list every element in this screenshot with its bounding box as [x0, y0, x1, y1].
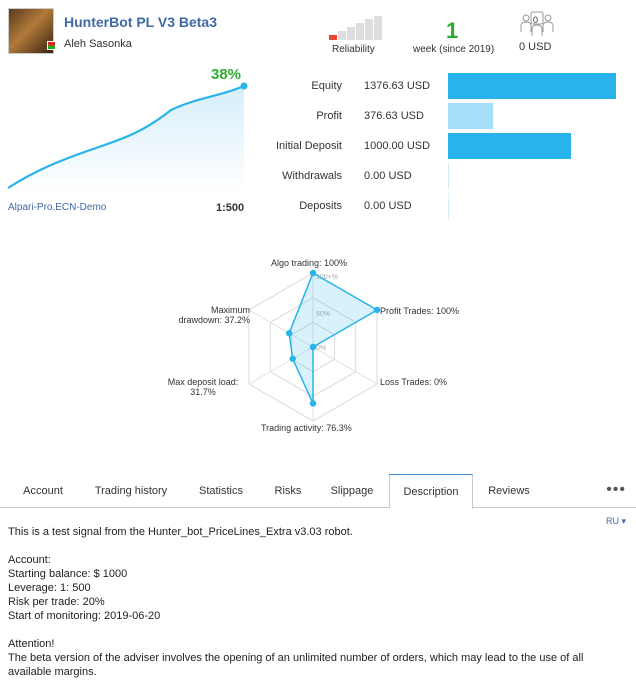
- signal-description: This is a test signal from the Hunter_bo…: [8, 525, 620, 679]
- stat-bar: [448, 133, 571, 159]
- tab-slippage[interactable]: Slippage: [330, 485, 374, 497]
- signal-title[interactable]: HunterBot PL V3 Beta3: [64, 14, 217, 30]
- radar-point-1: [373, 306, 381, 314]
- stat-value: 0.00 USD: [364, 170, 412, 182]
- radar-spoke-4: [248, 346, 314, 385]
- stat-row-equity: Equity 1376.63 USD: [260, 72, 636, 100]
- stat-label: Withdrawals: [282, 170, 342, 182]
- start-line: Start of monitoring: 2019-06-20: [8, 610, 161, 622]
- stat-row-initial-deposit: Initial Deposit 1000.00 USD: [260, 132, 636, 160]
- stat-row-deposits: Deposits 0.00 USD: [260, 192, 636, 220]
- growth-area: [8, 86, 244, 192]
- stat-label: Equity: [311, 80, 342, 92]
- stat-row-withdrawals: Withdrawals 0.00 USD: [260, 162, 636, 190]
- leverage-value: 1:500: [216, 202, 245, 214]
- reliability-bars-icon: [329, 16, 383, 40]
- attention-text: The beta version of the adviser involves…: [8, 652, 584, 678]
- stat-label: Initial Deposit: [275, 140, 342, 152]
- radar-point-3: [309, 400, 317, 407]
- radar-label-trading-activity: Trading activity: 76.3%: [261, 423, 352, 433]
- language-selector[interactable]: RU ▾: [605, 516, 626, 526]
- tab-trading-history[interactable]: Trading history: [94, 485, 168, 497]
- radar-label-loss-trades: Loss Trades: 0%: [380, 377, 448, 387]
- radar-label-profit-trades: Profit Trades: 100%: [380, 306, 460, 316]
- subscription-price: 0 USD: [519, 41, 552, 53]
- stat-row-profit: Profit 376.63 USD: [260, 102, 636, 130]
- more-tabs-icon[interactable]: •••: [606, 481, 626, 498]
- tab-statistics[interactable]: Statistics: [198, 485, 243, 497]
- attention-header: Attention!: [8, 638, 55, 650]
- stat-bar: [448, 103, 493, 129]
- tab-description[interactable]: Description: [389, 474, 473, 509]
- subscribers-count: 0: [533, 15, 539, 25]
- radar-ring-label: 0%: [316, 345, 326, 352]
- leverage-line: Leverage: 1: 500: [8, 582, 91, 594]
- radar-ring-label: 50%: [316, 311, 330, 318]
- country-flag-icon: [47, 41, 56, 50]
- subscribers-icon: [520, 11, 554, 36]
- stat-bar: [448, 193, 449, 219]
- radar-spoke-2: [312, 346, 378, 385]
- growth-chart[interactable]: [6, 80, 248, 192]
- stat-value: 0.00 USD: [364, 200, 412, 212]
- radar-point-5: [285, 330, 293, 337]
- account-header: Account:: [8, 554, 51, 566]
- tab-account[interactable]: Account: [23, 485, 63, 497]
- stat-value: 1376.63 USD: [364, 80, 431, 92]
- weeks-count: 1: [446, 18, 459, 43]
- radar-point-4: [289, 355, 296, 362]
- author-name[interactable]: Aleh Sasonka: [64, 38, 132, 50]
- stat-value: 1000.00 USD: [364, 140, 431, 152]
- stat-label: Deposits: [299, 200, 342, 212]
- growth-line: [7, 84, 245, 189]
- growth-end-point: [240, 82, 248, 90]
- radar-spoke-5: [248, 309, 314, 348]
- growth-percent: 38%: [211, 66, 242, 83]
- broker-link[interactable]: Alpari-Pro.ECN-Demo: [8, 202, 107, 213]
- description-intro: This is a test signal from the Hunter_bo…: [8, 526, 353, 538]
- tab-bar: Account Trading history Statistics Risks…: [0, 474, 636, 509]
- stat-value: 376.63 USD: [364, 110, 424, 122]
- weeks-label: week (since 2019): [413, 44, 495, 55]
- radar-label-algo-trading: Algo trading: 100%: [271, 258, 348, 268]
- radar-area: [288, 271, 379, 404]
- radar-chart: 100+% 50% 0%: [248, 269, 381, 422]
- stat-label: Profit: [316, 110, 342, 122]
- author-avatar[interactable]: [8, 8, 54, 54]
- stat-bar: [448, 73, 616, 99]
- stat-bar: [448, 163, 449, 189]
- tab-reviews[interactable]: Reviews: [488, 485, 530, 497]
- risk-line: Risk per trade: 20%: [8, 596, 105, 608]
- starting-balance: Starting balance: $ 1000: [8, 568, 128, 580]
- radar-label-max-deposit-load: Max deposit load: 31.7%: [167, 377, 239, 397]
- radar-point-0: [309, 269, 317, 277]
- tab-risks[interactable]: Risks: [274, 485, 302, 497]
- radar-ring-label: 100+%: [316, 274, 338, 281]
- radar-label-max-drawdown: Maximum drawdown: 37.2%: [178, 305, 250, 325]
- reliability-label: Reliability: [332, 44, 375, 55]
- radar-point-2: [309, 343, 317, 351]
